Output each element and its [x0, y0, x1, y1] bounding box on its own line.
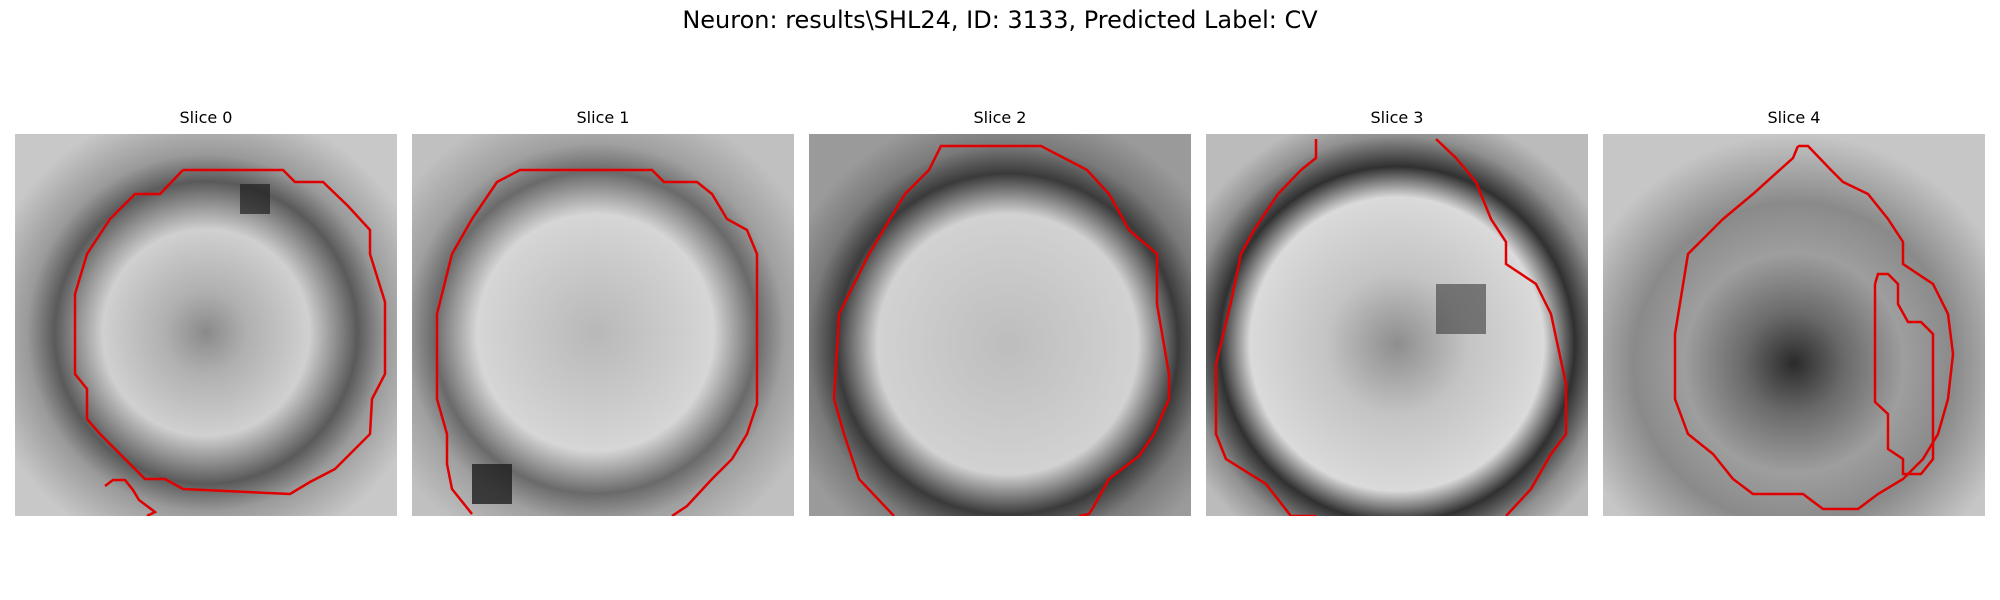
em-texture — [15, 134, 397, 516]
segmentation-contour-fragment — [104, 478, 158, 516]
em-texture — [412, 134, 794, 516]
figure-title: Neuron: results\SHL24, ID: 3133, Predict… — [682, 6, 1318, 34]
segmentation-inner-contour — [1873, 272, 1935, 476]
slice-image-0 — [15, 134, 397, 516]
dark-spot — [472, 464, 512, 504]
em-texture — [809, 134, 1191, 516]
slice-image-3 — [1206, 134, 1588, 516]
dark-spot — [1436, 284, 1486, 334]
dark-spot — [240, 184, 270, 214]
slice-title-1: Slice 1 — [576, 108, 630, 127]
segmentation-contour — [435, 168, 759, 516]
slice-title-4: Slice 4 — [1767, 108, 1821, 127]
segmentation-contour — [73, 168, 387, 496]
slice-image-4 — [1603, 134, 1985, 516]
segmentation-contour — [1214, 139, 1318, 516]
slice-title-0: Slice 0 — [179, 108, 233, 127]
slice-image-2 — [809, 134, 1191, 516]
segmentation-contour-right — [1435, 138, 1568, 516]
segmentation-contour — [832, 144, 1171, 516]
slice-title-3: Slice 3 — [1370, 108, 1424, 127]
em-texture — [1603, 134, 1985, 516]
segmentation-contour — [1673, 144, 1955, 511]
em-texture — [1206, 134, 1588, 516]
slice-image-1 — [412, 134, 794, 516]
slice-title-2: Slice 2 — [973, 108, 1027, 127]
